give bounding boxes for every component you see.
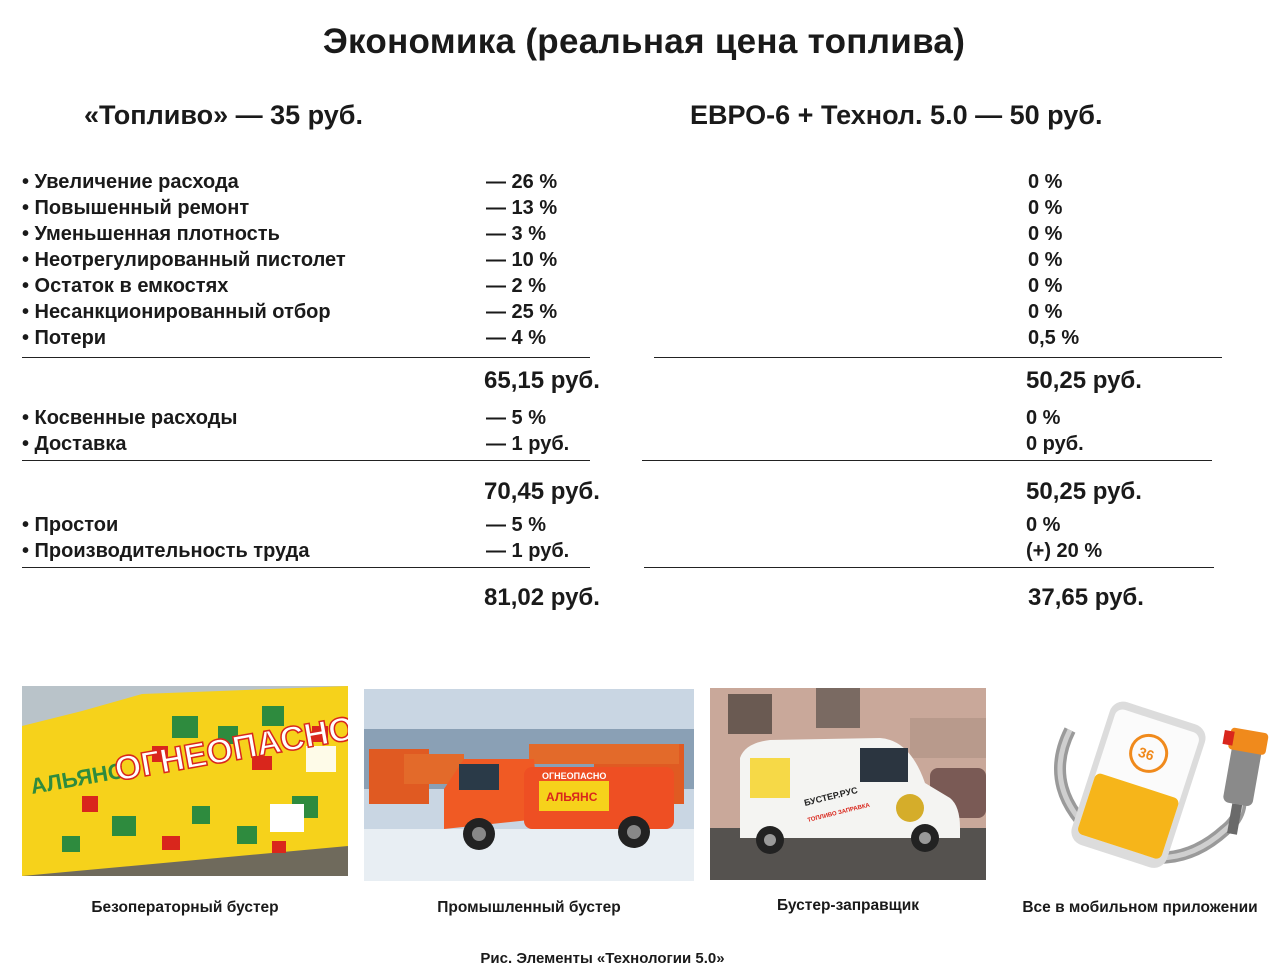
subtotal-right: 50,25 руб. <box>1026 367 1142 394</box>
row-label: • Косвенные расходы <box>22 407 238 429</box>
truck-logo-text: АЛЬЯНС <box>546 790 598 804</box>
row-label: • Простои <box>22 514 119 536</box>
row-right-value: 0 % <box>1028 249 1063 271</box>
row-right-value: 0 % <box>1028 275 1063 297</box>
page-title: Экономика (реальная цена топлива) <box>322 22 966 61</box>
row-left-value: — 1 руб. <box>486 540 570 562</box>
row-label: • Производительность труда <box>22 540 310 562</box>
row-label: • Остаток в емкостях <box>22 275 229 297</box>
divider <box>644 567 1214 568</box>
row-label: • Увеличение расхода <box>22 171 239 193</box>
photo-tank-booster: АЛЬЯНС ОГНЕОПАСНО <box>22 686 348 876</box>
app-screen-value: 36 <box>1136 744 1156 764</box>
total-left: 81,02 руб. <box>484 584 600 611</box>
row-left-value: — 10 % <box>486 249 558 271</box>
divider <box>642 460 1212 461</box>
row-right-value: 0,5 % <box>1028 327 1080 349</box>
divider <box>22 567 590 568</box>
caption-booster-van: Бустер-заправщик <box>776 897 920 914</box>
row-label: • Несанкционированный отбор <box>22 301 331 323</box>
row-left-value: — 2 % <box>486 275 547 297</box>
subtotal-left: 70,45 руб. <box>484 478 600 505</box>
row-label: • Потери <box>22 327 107 349</box>
right-column-header: ЕВРО-6 + Технол. 5.0 — 50 руб. <box>690 100 1103 130</box>
truck-hazard-text: ОГНЕОПАСНО <box>542 771 606 781</box>
row-right-value: 0 % <box>1028 197 1063 219</box>
divider <box>22 460 590 461</box>
row-left-value: — 5 % <box>486 514 547 536</box>
row-left-value: — 1 руб. <box>486 433 570 455</box>
row-left-value: — 4 % <box>486 327 547 349</box>
caption-tank-booster: Безоператорный бустер <box>91 899 279 916</box>
row-left-value: — 26 % <box>486 171 558 193</box>
row-right-value: 0 % <box>1028 171 1063 193</box>
row-right-value: 0 % <box>1028 223 1063 245</box>
row-label: • Доставка <box>22 433 127 455</box>
row-right-value: 0 % <box>1026 407 1061 429</box>
divider <box>654 357 1222 358</box>
divider <box>22 357 590 358</box>
row-right-value: 0 % <box>1026 514 1061 536</box>
photo-industrial-booster: АЛЬЯНС ОГНЕОПАСНО <box>364 689 694 881</box>
caption-industrial-booster: Промышленный бустер <box>437 899 621 916</box>
subtotal-left: 65,15 руб. <box>484 367 600 394</box>
caption-mobile-app: Все в мобильном приложении <box>1022 899 1258 916</box>
row-right-value: 0 руб. <box>1026 433 1084 455</box>
row-left-value: — 13 % <box>486 197 558 219</box>
row-label: • Неотрегулированный пистолет <box>22 249 346 271</box>
row-left-value: — 25 % <box>486 301 558 323</box>
left-column-header: «Топливо» — 35 руб. <box>84 100 363 130</box>
row-label: • Повышенный ремонт <box>22 197 250 219</box>
total-right: 37,65 руб. <box>1028 584 1144 611</box>
row-label: • Уменьшенная плотность <box>22 223 280 245</box>
photo-mobile-app: 36 <box>1030 690 1280 880</box>
row-right-value: 0 % <box>1028 301 1063 323</box>
photo-booster-van: БУСТЕР.РУС ТОПЛИВО ЗАПРАВКА <box>710 688 986 880</box>
figure-caption: Рис. Элементы «Технологии 5.0» <box>480 950 725 967</box>
row-left-value: — 3 % <box>486 223 547 245</box>
subtotal-right: 50,25 руб. <box>1026 478 1142 505</box>
row-right-value: (+) 20 % <box>1026 540 1103 562</box>
row-left-value: — 5 % <box>486 407 547 429</box>
